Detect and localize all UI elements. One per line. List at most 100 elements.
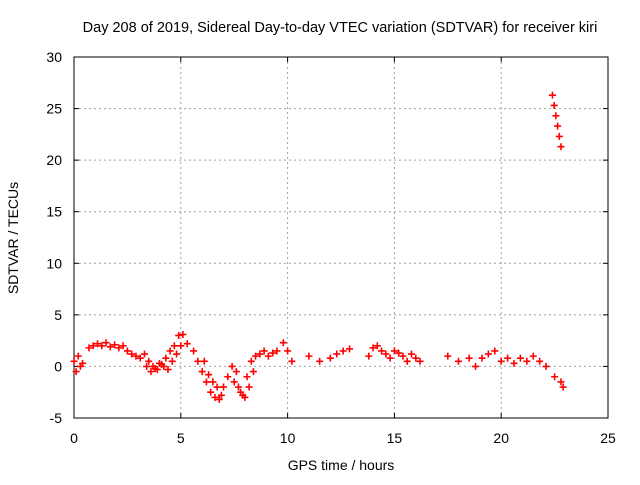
data-point <box>85 344 93 352</box>
data-point <box>209 378 217 386</box>
x-tick-label: 0 <box>70 430 78 446</box>
data-point <box>536 357 544 365</box>
data-point <box>247 357 255 365</box>
x-tick-label: 15 <box>387 430 403 446</box>
y-tick-label: 10 <box>46 255 62 271</box>
y-tick-label: 30 <box>46 49 62 65</box>
data-point <box>373 342 381 350</box>
data-point <box>198 368 206 376</box>
data-point <box>89 342 97 350</box>
data-point <box>228 362 236 370</box>
x-tick-label: 20 <box>493 430 509 446</box>
data-point <box>554 122 562 130</box>
data-point <box>260 347 268 355</box>
data-point <box>523 357 531 365</box>
x-tick-label: 10 <box>280 430 296 446</box>
data-point <box>205 371 213 379</box>
data-point <box>444 352 452 360</box>
y-axis-label: SDTVAR / TECUs <box>5 182 21 294</box>
data-point <box>119 342 127 350</box>
data-point <box>177 342 185 350</box>
data-point <box>491 347 499 355</box>
data-point <box>136 354 144 362</box>
y-tick-label: 20 <box>46 152 62 168</box>
data-point <box>557 378 565 386</box>
data-point <box>416 357 424 365</box>
y-tick-label: 25 <box>46 101 62 117</box>
data-point <box>269 349 277 357</box>
data-point <box>72 368 80 376</box>
data-point <box>264 352 272 360</box>
data-point <box>132 352 140 360</box>
data-point <box>386 354 394 362</box>
data-point <box>115 344 123 352</box>
data-point <box>378 347 386 355</box>
data-point <box>111 341 119 349</box>
data-point <box>234 383 242 391</box>
data-point <box>279 339 287 347</box>
data-point <box>516 354 524 362</box>
data-point <box>74 352 82 360</box>
data-point <box>542 362 550 370</box>
data-point <box>183 340 191 348</box>
data-point <box>399 352 407 360</box>
data-point <box>155 359 163 367</box>
data-point <box>403 357 411 365</box>
y-tick-label: 15 <box>46 204 62 220</box>
data-point <box>202 378 210 386</box>
data-point <box>252 352 260 360</box>
data-point <box>164 366 172 374</box>
x-tick-label: 25 <box>600 430 616 446</box>
data-point <box>249 368 257 376</box>
plot-frame <box>73 56 609 419</box>
x-axis-label: GPS time / hours <box>288 457 395 473</box>
data-point <box>106 343 114 351</box>
y-tick-label: -5 <box>50 410 63 426</box>
data-point <box>395 349 403 357</box>
data-point <box>93 340 101 348</box>
data-point <box>245 383 253 391</box>
axis-ticks: 0 5 10 15 20 25 -5 0 5 10 15 20 25 30 <box>46 49 616 446</box>
data-point <box>160 362 168 370</box>
data-point <box>140 350 148 358</box>
data-point <box>128 350 136 358</box>
data-point <box>555 132 563 140</box>
data-point <box>557 143 565 151</box>
data-point <box>162 354 170 362</box>
chart-title: Day 208 of 2019, Sidereal Day-to-day VTE… <box>83 20 598 36</box>
x-tick-label: 5 <box>177 430 185 446</box>
data-point <box>504 354 512 362</box>
data-point <box>224 373 232 381</box>
data-point <box>98 342 106 350</box>
data-point <box>70 357 78 365</box>
data-point <box>239 391 247 399</box>
data-point <box>510 359 518 367</box>
data-point <box>166 347 174 355</box>
data-point <box>102 339 110 347</box>
data-point <box>215 395 223 403</box>
data-point <box>284 347 292 355</box>
data-point <box>369 344 377 352</box>
data-point <box>200 357 208 365</box>
data-point <box>143 362 151 370</box>
data-point <box>412 354 420 362</box>
data-point <box>79 359 87 367</box>
data-point <box>548 91 556 99</box>
data-point <box>472 362 480 370</box>
data-point <box>407 350 415 358</box>
data-point <box>365 352 373 360</box>
data-point <box>147 368 155 376</box>
data-point <box>288 357 296 365</box>
data-point <box>551 373 559 381</box>
data-point <box>484 350 492 358</box>
data-point <box>243 373 251 381</box>
data-point <box>170 342 178 350</box>
data-point <box>305 352 313 360</box>
data-point <box>207 388 215 396</box>
data-point <box>339 347 347 355</box>
y-tick-label: 0 <box>54 358 62 374</box>
data-point <box>151 364 159 372</box>
data-point <box>346 345 354 353</box>
